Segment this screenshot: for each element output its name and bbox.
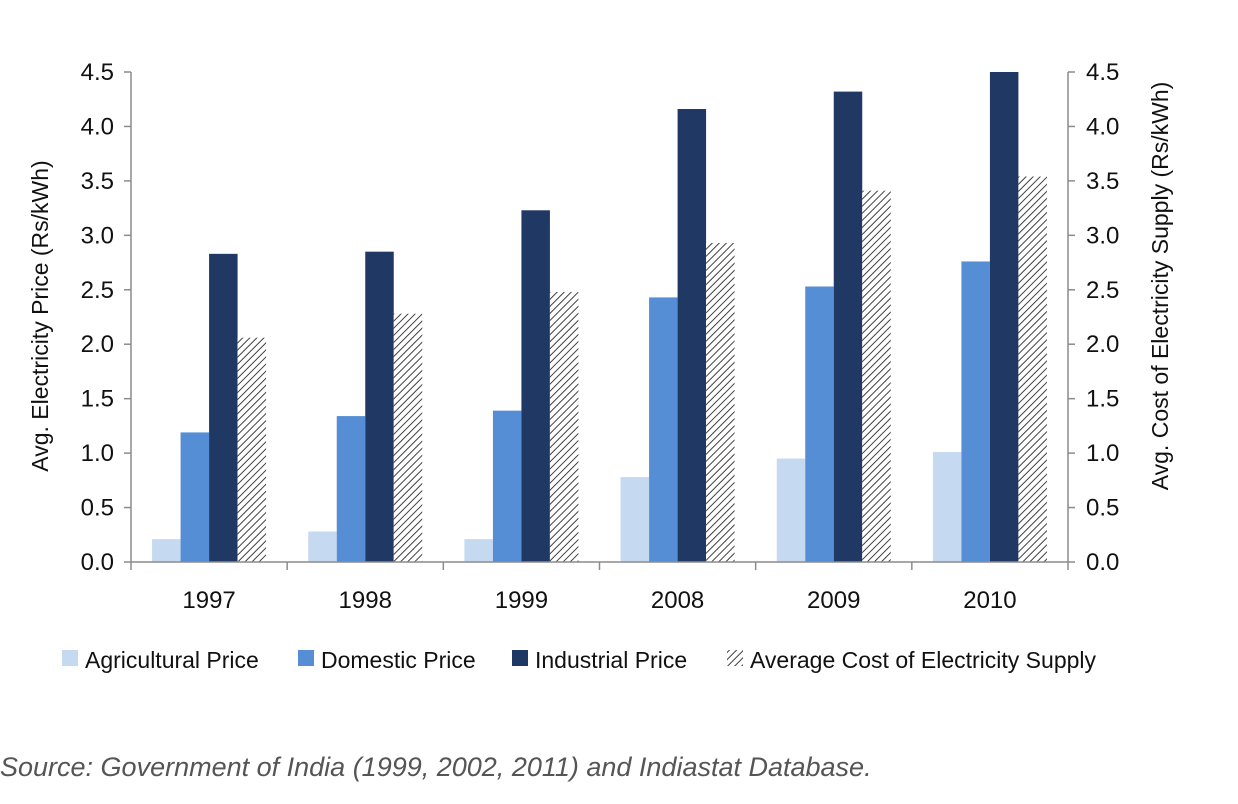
y-axis-title-left: Avg. Electricity Price (Rs/kWh)	[27, 160, 53, 471]
legend-swatch	[298, 650, 314, 666]
x-tick-label: 2008	[651, 587, 704, 614]
bar	[152, 539, 181, 562]
y-axis-title-right: Avg. Cost of Electricity Supply (Rs/kWh)	[1147, 82, 1173, 491]
axes-layer: 0.0 0.0 0.5 0.5 1.0 1.0 1.5 1.5 2.0 2.0 2.5 2.5 3.0 3…	[81, 59, 1120, 614]
y-tick-label-left: 4.5	[81, 59, 114, 86]
y-tick-label-right: 3.5	[1086, 168, 1119, 195]
bar	[308, 531, 337, 562]
legend-label: Industrial Price	[535, 647, 687, 673]
bar	[521, 210, 550, 563]
y-tick-label-right: 3.0	[1086, 222, 1119, 249]
y-tick-label-right: 2.0	[1086, 331, 1119, 358]
bar	[365, 251, 394, 563]
y-tick-label-left: 0.5	[81, 495, 114, 522]
bar	[393, 313, 423, 562]
bar	[862, 190, 891, 562]
y-tick-label-right: 0.5	[1086, 495, 1119, 522]
y-tick-label-right: 4.5	[1086, 59, 1119, 86]
bar	[706, 242, 735, 562]
legend: Agricultural Price Domestic Price Industri…	[62, 647, 1097, 673]
bar	[961, 261, 990, 562]
x-tick-label: 2010	[963, 587, 1016, 614]
bar	[209, 253, 238, 562]
legend-label: Agricultural Price	[85, 647, 259, 673]
legend-label: Domestic Price	[321, 647, 476, 673]
bar	[776, 458, 806, 562]
bar	[677, 109, 707, 563]
bar	[649, 297, 678, 562]
legend-label: Average Cost of Electricity Supply	[750, 647, 1097, 673]
y-tick-label-right: 0.0	[1086, 549, 1119, 576]
bar	[833, 91, 863, 562]
bar	[549, 291, 579, 562]
bar	[237, 337, 267, 562]
y-tick-label-left: 3.5	[81, 168, 114, 195]
x-tick-label: 1999	[495, 587, 548, 614]
legend-swatch	[62, 650, 78, 666]
y-tick-label-right: 1.0	[1086, 440, 1119, 467]
x-tick-label: 2009	[807, 587, 860, 614]
y-tick-label-left: 2.5	[81, 277, 114, 304]
bar	[932, 452, 962, 562]
y-tick-label-left: 4.0	[81, 113, 114, 140]
legend-swatch	[512, 650, 528, 666]
x-tick-label: 1997	[182, 587, 235, 614]
y-tick-label-left: 0.0	[81, 549, 114, 576]
bar	[336, 416, 366, 562]
bar	[805, 286, 834, 562]
bar	[1018, 176, 1047, 562]
y-tick-label-right: 1.5	[1086, 386, 1119, 413]
y-tick-label-right: 2.5	[1086, 277, 1119, 304]
y-tick-label-left: 1.5	[81, 386, 114, 413]
legend-swatch	[727, 650, 743, 666]
bar	[464, 539, 493, 562]
bar	[492, 410, 522, 562]
bars-layer	[152, 72, 1047, 563]
bar	[620, 477, 650, 562]
y-tick-label-left: 1.0	[81, 440, 114, 467]
y-tick-label-right: 4.0	[1086, 113, 1119, 140]
x-tick-label: 1998	[339, 587, 392, 614]
y-tick-label-left: 2.0	[81, 331, 114, 358]
y-tick-label-left: 3.0	[81, 222, 114, 249]
bar	[989, 72, 1019, 562]
source-note: Source: Government of India (1999, 2002,…	[0, 752, 872, 782]
bar	[180, 432, 210, 562]
